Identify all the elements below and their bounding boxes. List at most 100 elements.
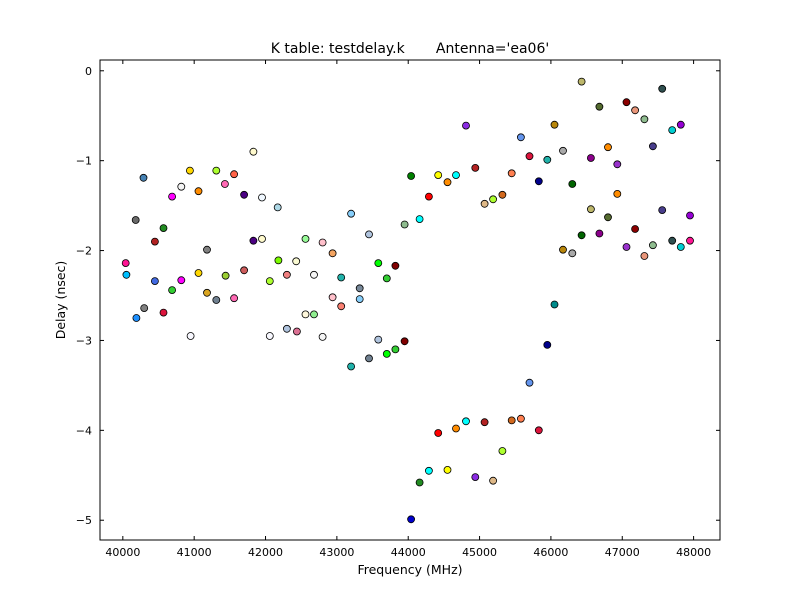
data-point <box>676 243 685 251</box>
data-point <box>525 378 534 387</box>
data-point <box>159 224 168 233</box>
data-point <box>318 332 327 341</box>
data-point <box>374 335 383 344</box>
x-tick-label: 40000 <box>105 546 140 559</box>
data-point <box>292 257 301 266</box>
data-point <box>622 98 631 107</box>
data-point <box>168 286 177 295</box>
data-point <box>640 115 649 124</box>
data-point <box>471 473 480 482</box>
data-point <box>374 259 383 268</box>
data-point <box>658 84 667 93</box>
data-point <box>382 274 391 283</box>
data-point <box>668 126 677 135</box>
data-point <box>240 190 249 199</box>
data-point <box>517 414 525 423</box>
data-point <box>498 447 507 455</box>
data-point <box>337 273 346 282</box>
data-point <box>194 269 203 277</box>
y-tick-label: 0 <box>85 65 92 78</box>
data-point <box>355 295 364 304</box>
data-point <box>595 102 604 111</box>
data-point <box>301 234 310 243</box>
data-point <box>365 354 373 363</box>
data-point <box>365 230 373 239</box>
data-point <box>587 205 595 214</box>
x-tick-label: 43000 <box>319 546 354 559</box>
data-point <box>480 199 489 208</box>
data-point <box>489 195 498 204</box>
y-axis-label: Delay (nsec) <box>53 261 68 340</box>
data-point <box>686 236 694 245</box>
data-point <box>631 106 639 115</box>
data-point <box>131 216 140 224</box>
data-point <box>559 146 567 155</box>
data-point <box>443 178 452 187</box>
data-point <box>577 231 586 240</box>
data-point <box>462 121 470 130</box>
chart-title: K table: testdelay.k Antenna='ea06' <box>271 41 549 57</box>
data-point <box>604 213 612 222</box>
data-point <box>203 245 211 254</box>
data-point <box>400 220 409 229</box>
data-point <box>258 234 266 243</box>
data-point <box>328 249 337 258</box>
data-point <box>559 245 567 254</box>
data-point <box>462 417 470 426</box>
x-tick-label: 48000 <box>676 546 711 559</box>
data-point <box>328 293 337 302</box>
data-point <box>265 277 274 286</box>
data-point <box>337 302 346 311</box>
data-point <box>310 270 318 279</box>
data-point <box>177 182 186 191</box>
data-point <box>139 173 148 182</box>
data-point <box>604 143 612 152</box>
data-point <box>168 192 177 201</box>
data-point <box>240 266 249 275</box>
data-point <box>318 238 327 247</box>
data-point <box>631 225 639 233</box>
data-point <box>613 160 622 169</box>
x-tick-label: 45000 <box>462 546 497 559</box>
y-tick-label: −1 <box>76 155 92 168</box>
data-point <box>265 332 274 340</box>
data-point <box>273 203 282 212</box>
data-point <box>203 288 211 297</box>
data-point <box>568 180 577 188</box>
data-points <box>121 77 694 524</box>
data-point <box>543 155 552 164</box>
data-point <box>622 243 631 251</box>
y-tick-label: −5 <box>76 514 92 527</box>
x-tick-label: 42000 <box>248 546 283 559</box>
data-point <box>121 259 130 268</box>
y-tick-label: −2 <box>76 245 92 258</box>
y-tick-label: −4 <box>76 424 92 437</box>
data-point <box>194 187 203 196</box>
data-point <box>382 349 391 358</box>
data-point <box>686 211 694 220</box>
data-point <box>649 142 657 151</box>
data-point <box>489 476 498 485</box>
data-point <box>282 270 291 279</box>
data-point <box>391 261 400 270</box>
data-point <box>424 192 433 201</box>
data-point <box>347 209 356 218</box>
data-point <box>310 310 318 319</box>
data-point <box>525 152 534 161</box>
data-point <box>186 332 195 340</box>
data-point <box>122 270 131 279</box>
data-point <box>443 465 452 474</box>
data-point <box>415 215 424 224</box>
data-point <box>355 284 364 293</box>
data-point <box>595 229 604 238</box>
data-point <box>212 296 221 304</box>
data-point <box>292 327 301 336</box>
axis-ticks: 40000 41000 42000 43000 44000 45000 46000 47000… <box>76 60 720 559</box>
data-point <box>534 426 543 435</box>
x-tick-label: 46000 <box>533 546 568 559</box>
data-point <box>534 177 543 186</box>
data-point <box>507 169 516 178</box>
data-point <box>543 340 552 349</box>
data-point <box>587 154 595 162</box>
